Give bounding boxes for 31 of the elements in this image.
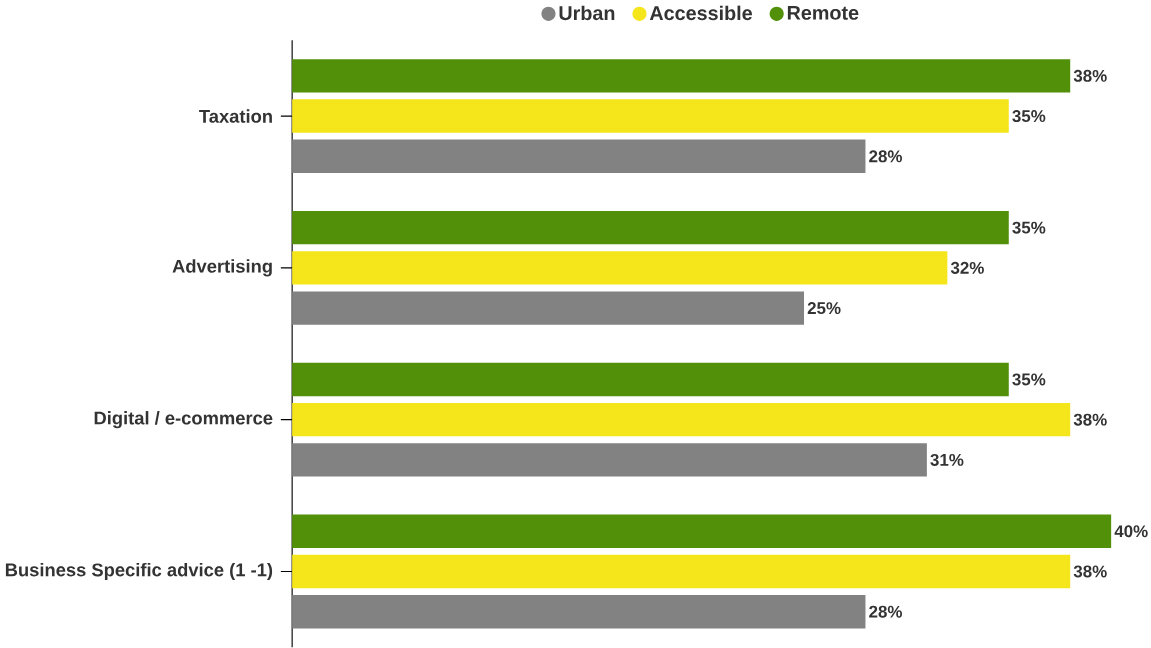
data-label: 35% xyxy=(1012,110,1046,123)
data-label: 28% xyxy=(869,150,903,163)
bar xyxy=(292,554,1071,589)
bar xyxy=(292,59,1071,93)
bar xyxy=(292,443,927,477)
bar xyxy=(292,595,866,629)
data-label: 35% xyxy=(1012,373,1046,386)
data-label: 38% xyxy=(1073,565,1107,578)
y-tick-label: Taxation xyxy=(199,109,272,123)
legend-label: Urban xyxy=(559,5,615,21)
data-label: 38% xyxy=(1073,69,1107,82)
y-tick-label: Digital / e-commerce xyxy=(94,411,273,429)
bar xyxy=(292,291,805,325)
bar xyxy=(292,251,948,285)
bar xyxy=(292,514,1112,548)
data-label: 31% xyxy=(930,453,964,466)
data-label: 35% xyxy=(1012,221,1046,234)
y-tick-label: Advertising xyxy=(172,259,272,277)
bar xyxy=(292,139,866,174)
data-label: 40% xyxy=(1114,525,1148,538)
data-label: 32% xyxy=(950,261,984,274)
data-label: 28% xyxy=(869,605,903,618)
bar xyxy=(292,99,1009,133)
bar xyxy=(292,210,1009,245)
data-label: 25% xyxy=(807,302,841,315)
bar xyxy=(292,403,1071,437)
legend-label: Accessible xyxy=(649,5,752,21)
bar xyxy=(292,362,1009,397)
y-tick-label: Business Specific advice (1 -1) xyxy=(5,562,273,581)
legend-label: Remote xyxy=(787,6,859,20)
data-label: 38% xyxy=(1073,413,1107,426)
